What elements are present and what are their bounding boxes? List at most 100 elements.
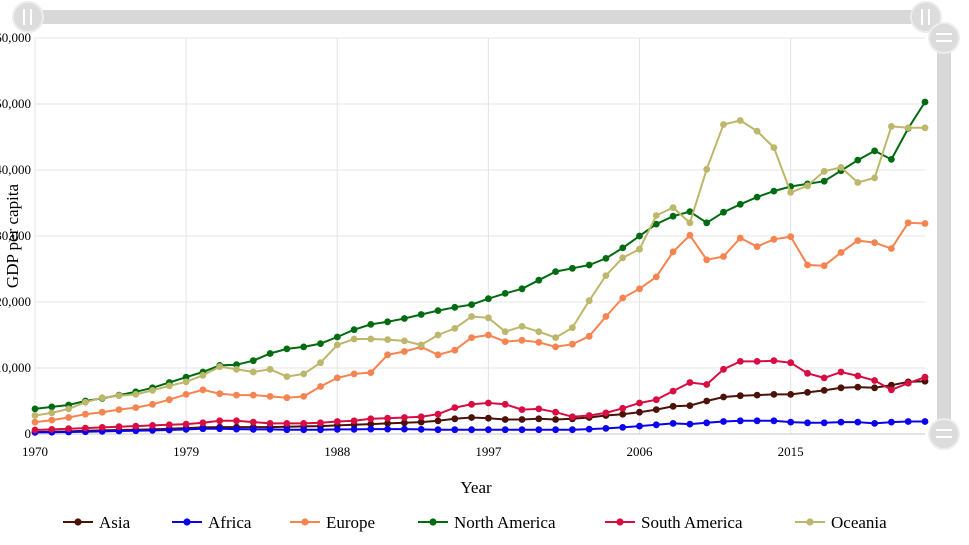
x-tick-label: 1997 xyxy=(475,444,502,459)
data-point xyxy=(669,204,677,212)
data-point xyxy=(736,234,744,242)
horizontal-scrollbar[interactable] xyxy=(12,1,942,33)
data-point xyxy=(736,392,744,400)
data-point xyxy=(384,336,391,343)
data-point xyxy=(736,358,744,365)
y-tick-label: 20,000 xyxy=(0,294,31,309)
data-point xyxy=(619,244,627,252)
data-point xyxy=(165,421,173,429)
y-tick-label: 60,000 xyxy=(0,30,31,45)
data-point xyxy=(468,426,475,434)
data-point xyxy=(249,368,257,376)
data-point xyxy=(65,405,72,413)
data-point xyxy=(585,332,593,340)
data-point xyxy=(518,426,526,434)
data-point xyxy=(485,414,492,422)
data-point xyxy=(736,117,744,124)
data-point xyxy=(904,219,912,227)
data-point xyxy=(636,245,643,253)
data-point xyxy=(686,231,694,239)
data-point xyxy=(720,121,727,128)
data-point xyxy=(686,208,694,216)
data-point xyxy=(669,212,677,220)
data-point xyxy=(451,404,459,411)
data-point xyxy=(871,420,878,427)
y-tick-label: 30,000 xyxy=(0,228,31,243)
data-point xyxy=(485,399,492,407)
data-point xyxy=(652,273,660,281)
pause-grip-icon[interactable] xyxy=(910,1,942,33)
data-point xyxy=(820,419,828,427)
data-point xyxy=(535,338,543,346)
data-point xyxy=(317,426,324,434)
data-point xyxy=(888,156,895,163)
data-point xyxy=(703,419,711,427)
data-point xyxy=(367,415,375,423)
data-point xyxy=(115,423,123,431)
data-point xyxy=(619,254,627,262)
legend-label: Europe xyxy=(326,513,375,532)
data-point xyxy=(266,350,274,357)
data-point xyxy=(31,418,39,426)
data-point xyxy=(569,426,576,434)
data-point xyxy=(652,212,660,219)
series-oceania xyxy=(31,117,929,419)
data-point xyxy=(300,420,308,427)
legend-marker xyxy=(183,518,191,526)
data-point xyxy=(569,324,576,332)
data-point xyxy=(652,421,660,429)
vertical-scrollbar[interactable] xyxy=(928,22,960,450)
data-point xyxy=(703,381,711,388)
data-point xyxy=(720,418,727,425)
data-point xyxy=(333,418,341,425)
data-point xyxy=(602,272,610,279)
data-point xyxy=(132,422,140,430)
data-point xyxy=(787,418,795,426)
data-point xyxy=(770,144,778,152)
data-point xyxy=(820,262,828,270)
data-point xyxy=(31,405,39,413)
data-point xyxy=(837,368,845,376)
data-point xyxy=(417,426,425,433)
menu-grip-icon[interactable] xyxy=(928,22,960,54)
data-point xyxy=(535,426,543,434)
legend-label: North America xyxy=(454,513,556,532)
data-point xyxy=(501,400,509,408)
series-line-oceania xyxy=(34,119,925,417)
data-point xyxy=(401,419,408,427)
y-tick-label: 40,000 xyxy=(0,162,31,177)
data-point xyxy=(300,370,308,378)
data-point xyxy=(98,394,106,402)
data-point xyxy=(317,359,324,367)
data-point xyxy=(417,418,425,426)
pause-grip-icon[interactable] xyxy=(12,1,44,33)
data-point xyxy=(233,417,240,425)
data-point xyxy=(888,418,895,426)
legend-item-europe: Europe xyxy=(290,513,375,532)
data-point xyxy=(485,314,492,322)
legend-label: Oceania xyxy=(831,513,887,532)
data-point xyxy=(350,426,358,433)
data-point xyxy=(770,391,778,398)
vertical-scrollbar-track[interactable] xyxy=(937,38,951,434)
data-point xyxy=(921,98,929,106)
legend-item-africa: Africa xyxy=(172,513,252,532)
legend-item-south-america: South America xyxy=(605,513,743,532)
y-tick-label: 50,000 xyxy=(0,96,31,111)
data-point xyxy=(921,373,929,381)
data-point xyxy=(98,408,106,416)
data-point xyxy=(501,426,509,434)
data-point xyxy=(619,294,627,302)
data-point xyxy=(182,373,190,381)
data-point xyxy=(149,422,156,429)
data-point xyxy=(249,391,257,399)
horizontal-scrollbar-track[interactable] xyxy=(28,10,926,24)
data-point xyxy=(350,326,358,334)
data-point xyxy=(535,405,543,413)
data-point xyxy=(417,341,425,349)
data-point xyxy=(216,417,224,425)
legend-label: Africa xyxy=(208,513,252,532)
legend-marker xyxy=(616,518,624,526)
menu-grip-icon[interactable] xyxy=(928,418,960,450)
data-point xyxy=(888,245,895,252)
